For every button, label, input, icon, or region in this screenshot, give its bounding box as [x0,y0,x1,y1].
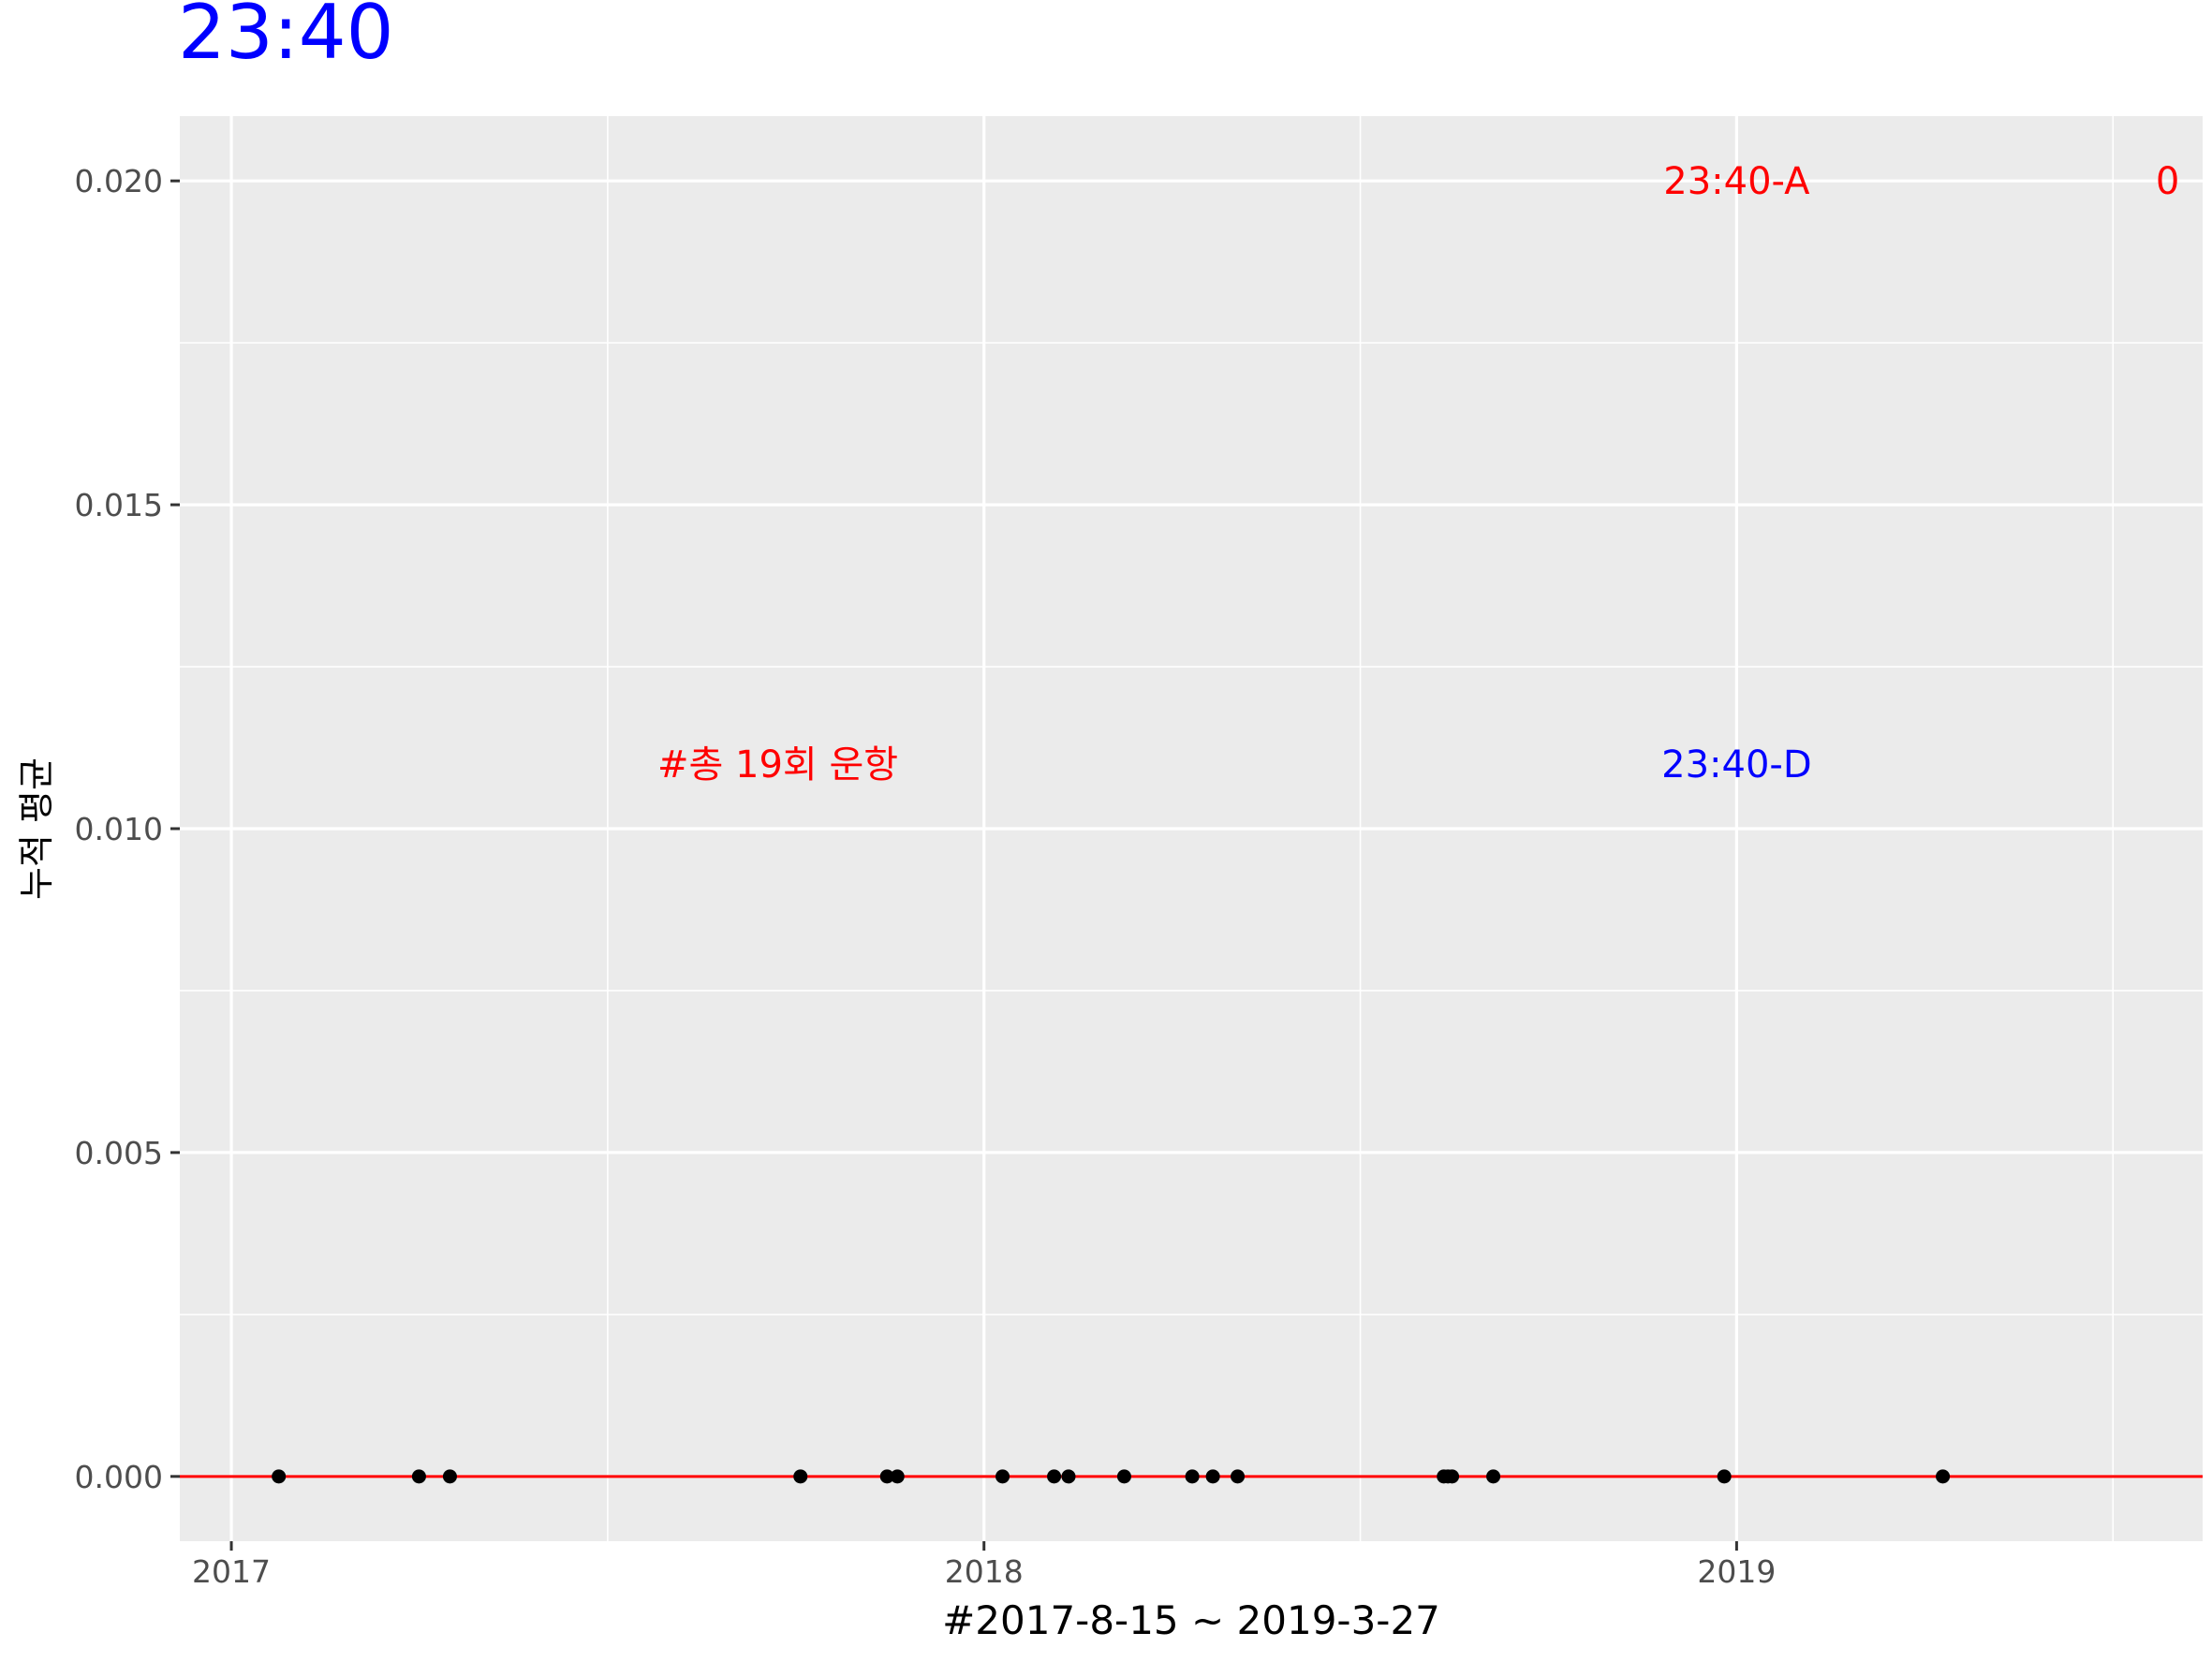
chart-annotation: 23:40-A [1663,160,1810,203]
data-point [1936,1469,1951,1484]
y-tick-label: 0.000 [75,1459,163,1495]
data-point [411,1469,426,1484]
x-tick-label: 2019 [1697,1553,1776,1590]
data-point [1205,1469,1220,1484]
annotations-layer: 23:40-A 0 #총 19회 운항 23:40-D [657,160,2179,787]
data-point [1047,1469,1062,1484]
data-point [879,1469,894,1484]
chart-annotation: #총 19회 운항 [657,743,898,787]
axes-layer: 0.000 0.005 0.010 0.015 0.020 2017 2018 2019 [75,163,1777,1590]
data-point [1445,1469,1460,1484]
y-tick-label: 0.010 [75,811,163,847]
y-tick-label: 0.015 [75,487,163,523]
x-tick-label: 2017 [192,1553,271,1590]
data-point [995,1469,1010,1484]
chart-annotation: 0 [2156,160,2179,203]
data-point [793,1469,808,1484]
y-axis-label: 누적 평균 [16,757,57,900]
data-point [1116,1469,1131,1484]
data-point [442,1469,457,1484]
y-tick-label: 0.005 [75,1135,163,1171]
x-axis-label: #2017-8-15 ~ 2019-3-27 [942,1597,1440,1643]
data-point [1717,1469,1732,1484]
data-point [890,1469,905,1484]
y-tick-label: 0.020 [75,163,163,199]
data-point [272,1469,287,1484]
data-point [1231,1469,1246,1484]
chart-annotation: 23:40-D [1661,743,1812,787]
data-point [1185,1469,1200,1484]
chart-title: 23:40 [178,0,394,76]
points-layer [272,1469,1951,1484]
data-point [1486,1469,1501,1484]
x-tick-label: 2018 [945,1553,1024,1590]
data-point [1061,1469,1076,1484]
